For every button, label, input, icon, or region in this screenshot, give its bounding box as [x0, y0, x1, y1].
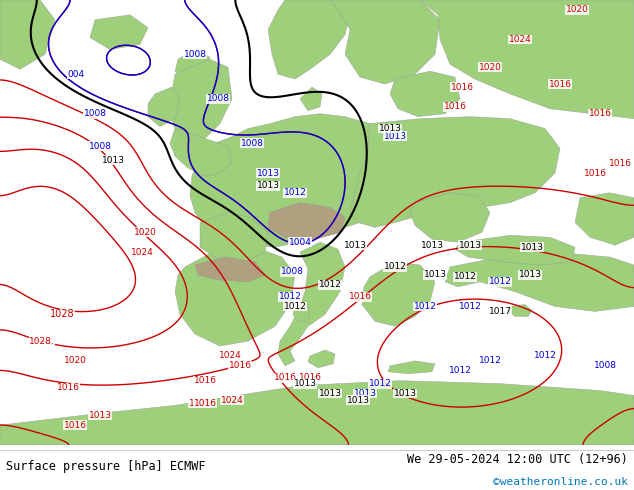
Text: 1012: 1012: [534, 351, 557, 361]
Polygon shape: [362, 262, 435, 326]
Text: 1012: 1012: [278, 292, 301, 301]
Polygon shape: [175, 49, 210, 81]
Polygon shape: [330, 0, 440, 84]
Polygon shape: [268, 203, 345, 239]
Polygon shape: [195, 257, 265, 282]
Text: 1012: 1012: [453, 272, 476, 281]
Text: 1012: 1012: [283, 302, 306, 311]
Text: 1012: 1012: [384, 263, 406, 271]
Text: 1008: 1008: [280, 268, 304, 276]
Text: 1008: 1008: [240, 139, 264, 148]
Text: 1012: 1012: [489, 277, 512, 286]
Text: 1013: 1013: [384, 132, 406, 141]
Polygon shape: [575, 193, 634, 245]
Text: 1016: 1016: [228, 361, 252, 370]
Text: 1016: 1016: [349, 292, 372, 301]
Text: 1024: 1024: [131, 247, 153, 257]
Text: 1012: 1012: [458, 302, 481, 311]
Polygon shape: [148, 87, 180, 126]
Polygon shape: [0, 381, 634, 445]
Text: 1013: 1013: [344, 241, 366, 250]
Polygon shape: [268, 203, 345, 239]
Text: 1016: 1016: [56, 383, 79, 392]
Polygon shape: [350, 117, 560, 227]
Polygon shape: [278, 242, 345, 366]
Polygon shape: [195, 257, 265, 282]
Polygon shape: [293, 301, 310, 321]
Polygon shape: [420, 0, 634, 119]
Text: 1013: 1013: [257, 169, 280, 177]
Text: 1013: 1013: [318, 389, 342, 398]
Text: 1008: 1008: [183, 50, 207, 59]
Text: 1012: 1012: [318, 280, 342, 289]
Polygon shape: [268, 0, 350, 79]
Text: 1024: 1024: [221, 396, 243, 405]
Polygon shape: [0, 0, 55, 69]
Text: 1016: 1016: [193, 399, 216, 408]
Text: 1028.: 1028.: [29, 337, 55, 345]
Text: 004: 004: [67, 70, 84, 79]
Text: 1013: 1013: [89, 411, 112, 420]
Text: 1013: 1013: [354, 389, 377, 398]
Text: 1016: 1016: [193, 376, 216, 385]
Text: 1020: 1020: [188, 399, 211, 408]
Text: 1024: 1024: [508, 35, 531, 44]
Text: 1013: 1013: [378, 124, 401, 133]
Text: 1013: 1013: [294, 379, 316, 388]
Text: 1016: 1016: [588, 109, 612, 118]
Polygon shape: [410, 193, 490, 242]
Polygon shape: [455, 235, 575, 265]
Text: 1008: 1008: [89, 142, 112, 151]
Text: 1028: 1028: [49, 309, 74, 319]
Text: 1020: 1020: [134, 228, 157, 237]
Text: 1016: 1016: [273, 373, 297, 382]
Text: 1016: 1016: [299, 373, 321, 382]
Polygon shape: [445, 252, 634, 312]
Text: 1016: 1016: [609, 159, 631, 168]
Text: 1020: 1020: [566, 5, 588, 14]
Polygon shape: [90, 15, 148, 49]
Text: 1013: 1013: [420, 241, 444, 250]
Text: 1016: 1016: [583, 169, 607, 177]
Text: 1016: 1016: [451, 82, 474, 92]
Text: 1012: 1012: [479, 356, 501, 366]
Text: Surface pressure [hPa] ECMWF: Surface pressure [hPa] ECMWF: [6, 460, 206, 473]
Text: 1013: 1013: [458, 241, 481, 250]
Polygon shape: [200, 213, 268, 262]
Text: 1013: 1013: [347, 396, 370, 405]
Text: 1013: 1013: [519, 270, 541, 279]
Text: 1013: 1013: [257, 181, 280, 191]
Polygon shape: [300, 87, 322, 111]
Text: 1008: 1008: [207, 95, 230, 103]
Polygon shape: [170, 128, 232, 176]
Text: 1016: 1016: [63, 420, 86, 430]
Polygon shape: [308, 350, 335, 368]
Text: 1013: 1013: [394, 389, 417, 398]
Text: 1020: 1020: [479, 63, 501, 72]
Text: 1017: 1017: [489, 307, 512, 316]
Text: 1020: 1020: [63, 356, 86, 366]
Text: 1013: 1013: [101, 156, 124, 165]
Text: 1013: 1013: [424, 270, 446, 279]
Polygon shape: [190, 114, 400, 247]
Polygon shape: [508, 304, 532, 317]
Text: 1004: 1004: [288, 238, 311, 247]
Polygon shape: [390, 71, 460, 117]
Text: 1024: 1024: [219, 351, 242, 361]
Text: 1012: 1012: [449, 366, 472, 375]
Text: We 29-05-2024 12:00 UTC (12+96): We 29-05-2024 12:00 UTC (12+96): [407, 453, 628, 466]
Text: 1016: 1016: [548, 79, 571, 89]
Text: 1012: 1012: [368, 379, 391, 388]
Polygon shape: [175, 245, 295, 346]
Text: ©weatheronline.co.uk: ©weatheronline.co.uk: [493, 477, 628, 487]
Text: 1008: 1008: [593, 361, 616, 370]
Text: 1012: 1012: [283, 188, 306, 197]
Polygon shape: [388, 361, 435, 374]
Text: 1008: 1008: [84, 109, 107, 118]
Text: 1016: 1016: [444, 102, 467, 111]
Text: 1013: 1013: [521, 243, 543, 252]
Text: 1012: 1012: [413, 302, 436, 311]
Polygon shape: [168, 59, 232, 144]
